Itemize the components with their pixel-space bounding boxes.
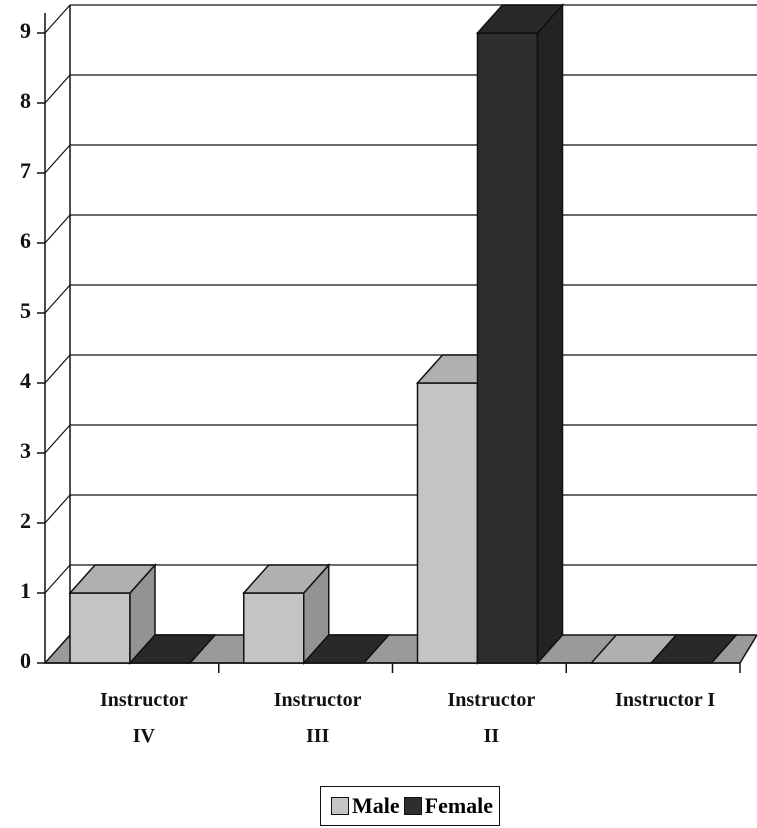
y-tick-label: 9 — [20, 18, 31, 43]
grid-line — [44, 144, 71, 174]
grid-line — [44, 424, 71, 454]
bar-top — [302, 634, 391, 664]
y-tick-label: 6 — [20, 228, 31, 253]
bar-top — [68, 564, 157, 594]
x-tick-label: Instructor IV — [99, 689, 188, 747]
bar-top — [649, 634, 738, 664]
bar-side — [536, 3, 564, 665]
y-tick-label: 4 — [20, 368, 31, 393]
bar-front — [416, 382, 479, 664]
grid-line — [44, 4, 71, 34]
legend-swatch — [403, 797, 422, 815]
x-tick-label: Instructor I — [615, 689, 716, 711]
bar-top — [242, 564, 331, 594]
x-tick-label: Instructor II — [447, 689, 536, 747]
grid-line — [44, 354, 71, 384]
grid-line — [44, 214, 71, 244]
grid-line — [44, 74, 71, 104]
bar-top — [475, 4, 565, 34]
y-tick-label: 3 — [20, 438, 31, 463]
grid-line — [44, 494, 71, 524]
legend-label: Male — [352, 793, 400, 818]
y-tick-label: 2 — [20, 508, 31, 533]
legend-label: Female — [424, 793, 494, 818]
bar-top — [128, 634, 217, 664]
y-tick-label: 5 — [20, 298, 31, 323]
bar-front — [69, 592, 131, 664]
y-tick-label: 1 — [20, 578, 31, 603]
legend-swatch — [331, 797, 349, 815]
bar-front — [476, 32, 539, 664]
y-tick-label: 7 — [20, 158, 31, 183]
y-tick-label: 0 — [20, 648, 31, 673]
y-tick-label: 8 — [20, 88, 31, 113]
grid-line — [44, 284, 71, 314]
legend: Male Female — [320, 786, 501, 826]
bar-front — [243, 592, 305, 664]
grid-line — [44, 564, 71, 594]
x-tick-label: Instructor III — [273, 689, 362, 747]
